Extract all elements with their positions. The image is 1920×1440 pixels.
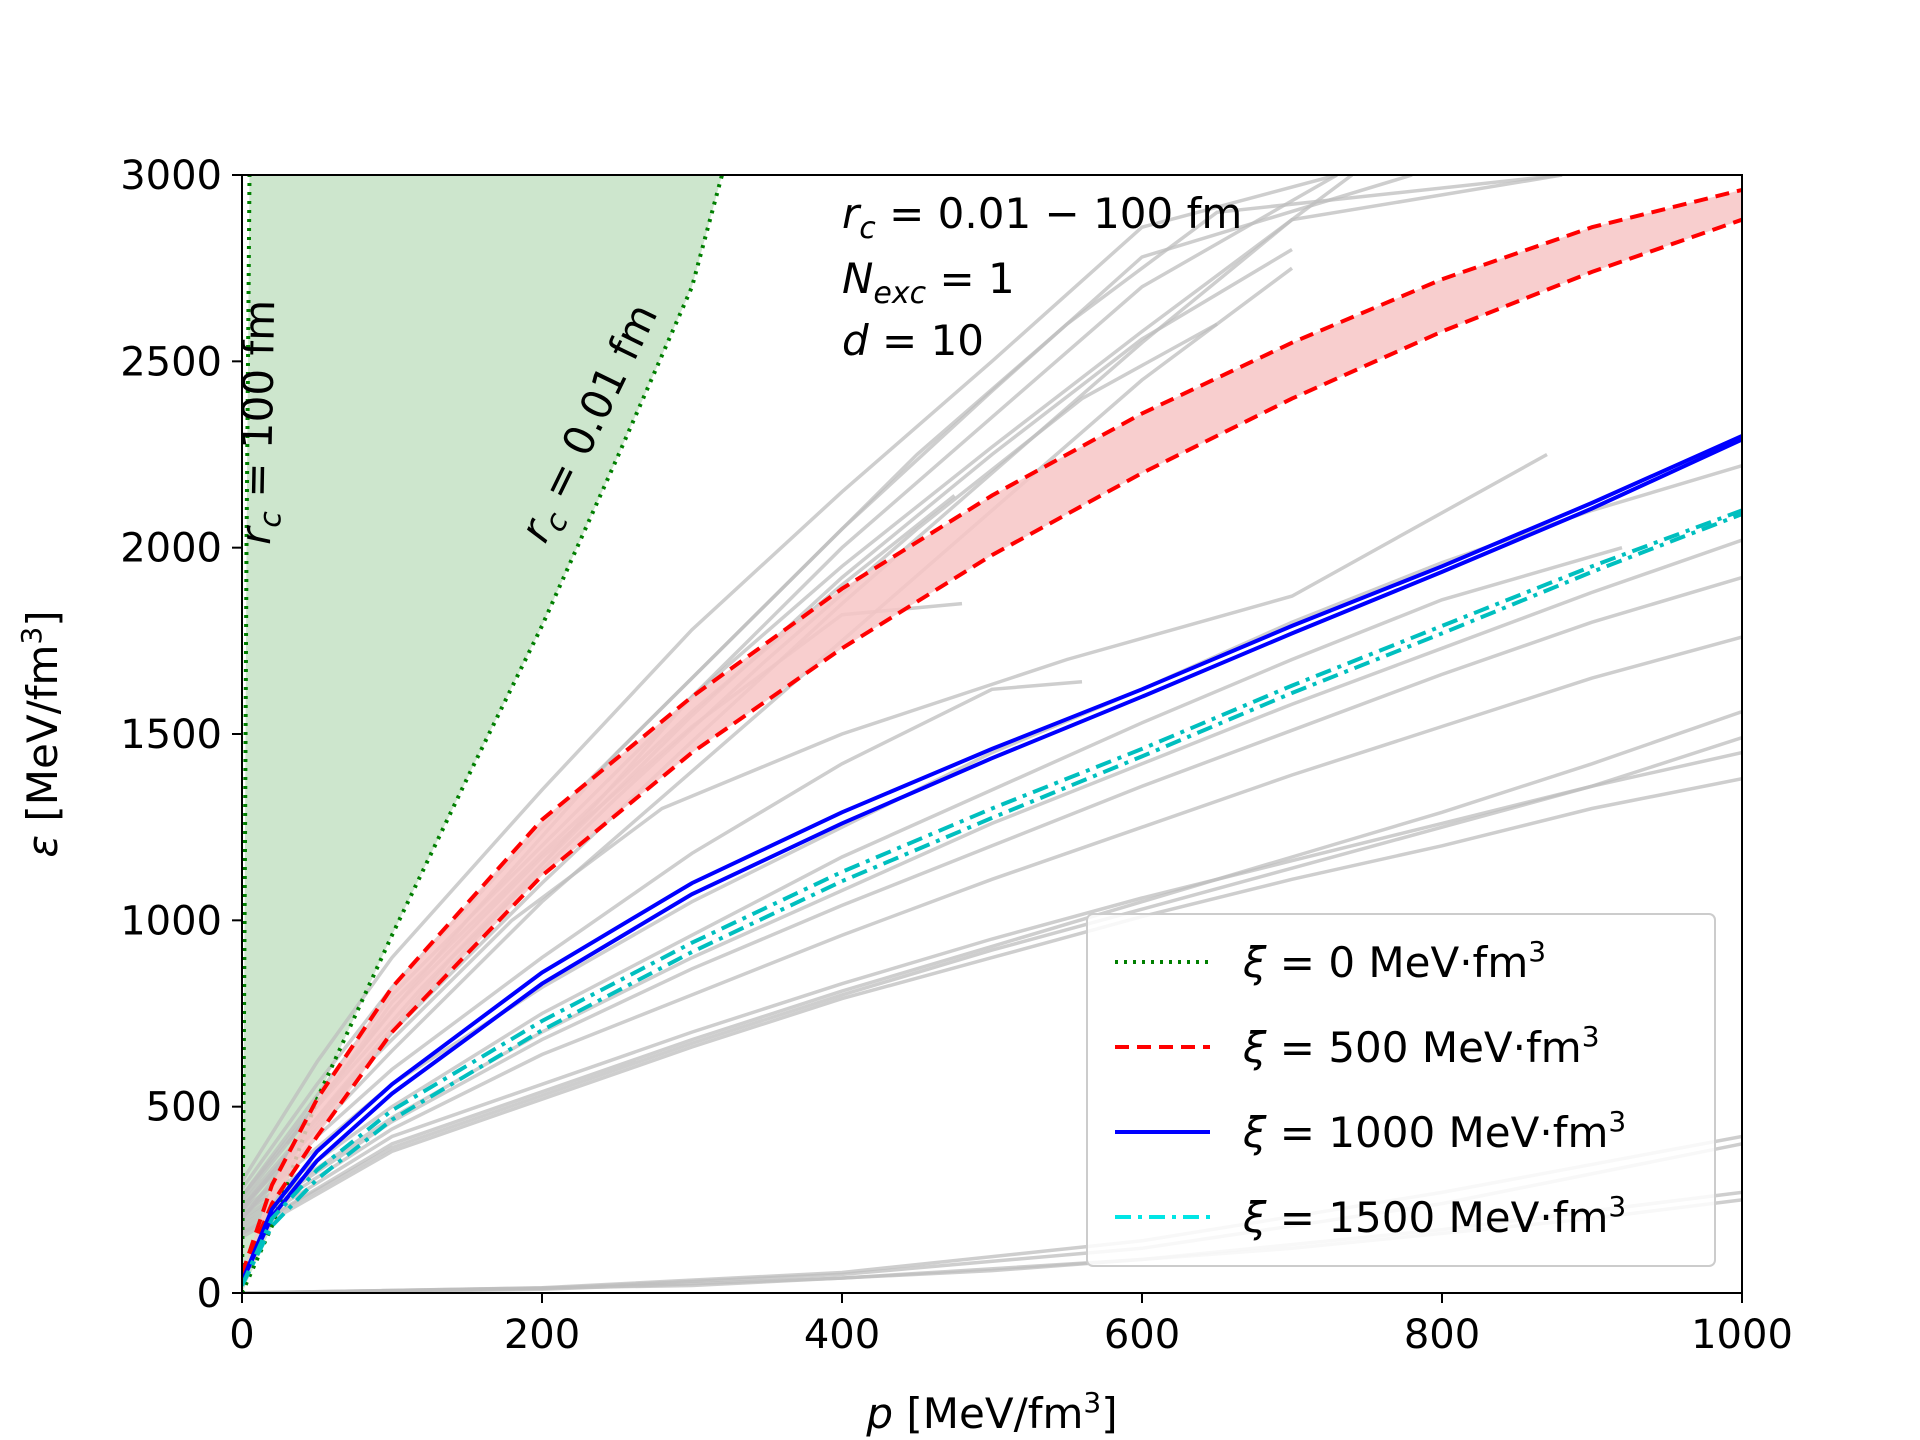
y-tick-label-2000: 2000: [120, 526, 222, 572]
background-curve-14: [242, 546, 1623, 1217]
legend-label-xi1000: ξ = 1000 MeV·fm3: [1242, 1105, 1626, 1157]
y-tick-label-3000: 3000: [120, 153, 222, 199]
series-xi1500-bound-0: [242, 508, 1742, 1287]
y-tick-label-500: 500: [146, 1085, 222, 1131]
legend: ξ = 0 MeV·fm3 ξ = 500 MeV·fm3 ξ = 1000 M…: [1086, 913, 1716, 1267]
series-xi1000-bound-0: [242, 434, 1742, 1283]
legend-label-xi0: ξ = 0 MeV·fm3: [1242, 935, 1546, 987]
plot-area: [242, 175, 1742, 1293]
background-curve-17: [242, 635, 1742, 1228]
background-curve-21: [242, 736, 1742, 1235]
annotation-d: d = 10: [842, 316, 984, 365]
y-tick-label-1000: 1000: [120, 898, 222, 944]
legend-box: [1086, 913, 1716, 1267]
x-tick-label-200: 200: [504, 1312, 580, 1358]
y-tick-label-2500: 2500: [120, 339, 222, 385]
x-tick-label-400: 400: [804, 1312, 880, 1358]
curve-label-rc100: rc = 100 fm: [231, 299, 292, 545]
x-axis: 0 200 400 600 800 1000: [229, 1293, 1793, 1358]
y-axis-label: ε [MeV/fm3]: [15, 610, 67, 857]
y-axis: 0 500 1000 1500 2000 2500 3000: [120, 153, 242, 1317]
background-curve-19: [242, 709, 1742, 1235]
background-curve-0: [242, 175, 1338, 1183]
legend-label-xi500: ξ = 500 MeV·fm3: [1242, 1020, 1600, 1072]
background-curve-18: [242, 750, 1742, 1232]
series-xi1000-bound-1: [242, 437, 1742, 1283]
x-tick-label-0: 0: [229, 1312, 254, 1358]
x-tick-label-600: 600: [1104, 1312, 1180, 1358]
annotation-nexc: Nexc = 1: [842, 254, 1015, 311]
background-curve-20: [242, 776, 1742, 1239]
background-curve-16: [242, 575, 1742, 1224]
annotation-rc: rc = 0.01 − 100 fm: [842, 189, 1242, 246]
legend-label-xi1500: ξ = 1500 MeV·fm3: [1242, 1190, 1626, 1242]
x-tick-label-800: 800: [1404, 1312, 1480, 1358]
series-xi500-bound-1: [242, 217, 1742, 1276]
background-curve-12: [242, 452, 1548, 1209]
background-curve-5: [242, 266, 1294, 1209]
y-tick-label-0: 0: [197, 1271, 222, 1317]
shaded-region-xi0: [242, 175, 722, 1293]
series-layer: [242, 175, 1742, 1293]
series-xi500-bound-0: [242, 187, 1742, 1276]
background-curve-9: [242, 680, 1083, 1220]
series-xi1500-bound-1: [242, 512, 1742, 1287]
y-tick-label-1500: 1500: [120, 712, 222, 758]
x-tick-label-1000: 1000: [1691, 1312, 1793, 1358]
x-axis-label: p [MeV/fm3]: [865, 1386, 1117, 1438]
